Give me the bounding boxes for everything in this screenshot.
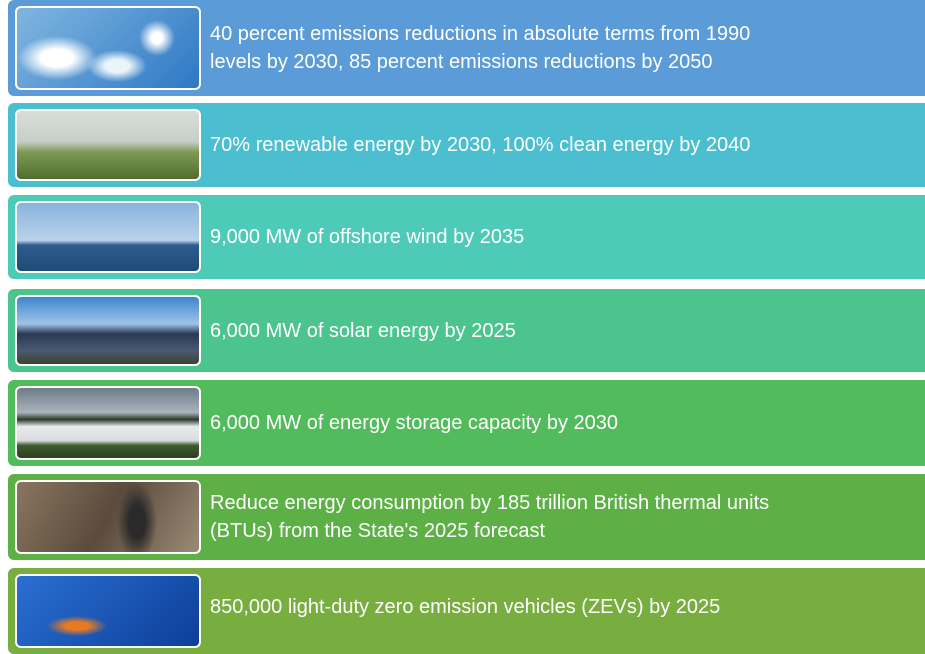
goal-text: 850,000 light-duty zero emission vehicle… — [210, 568, 720, 646]
goal-line: 6,000 MW of solar energy by 2025 — [210, 317, 516, 345]
goal-line: 9,000 MW of offshore wind by 2035 — [210, 223, 524, 251]
goal-text: 70% renewable energy by 2030, 100% clean… — [210, 103, 750, 187]
goal-text: 40 percent emissions reductions in absol… — [210, 0, 750, 96]
goal-row: 40 percent emissions reductions in absol… — [8, 0, 925, 96]
goal-row: 6,000 MW of solar energy by 2025 — [8, 289, 925, 372]
goal-line: 70% renewable energy by 2030, 100% clean… — [210, 131, 750, 159]
goal-text: 9,000 MW of offshore wind by 2035 — [210, 195, 524, 279]
goal-line: 40 percent emissions reductions in absol… — [210, 20, 750, 48]
goal-text: 6,000 MW of energy storage capacity by 2… — [210, 380, 618, 466]
goal-image — [15, 201, 201, 273]
goal-line: 850,000 light-duty zero emission vehicle… — [210, 593, 720, 621]
goal-row: Reduce energy consumption by 185 trillio… — [8, 474, 925, 560]
goal-row: 6,000 MW of energy storage capacity by 2… — [8, 380, 925, 466]
goal-image — [15, 574, 201, 648]
goal-row: 70% renewable energy by 2030, 100% clean… — [8, 103, 925, 187]
goal-line: (BTUs) from the State's 2025 forecast — [210, 517, 769, 545]
goal-row: 850,000 light-duty zero emission vehicle… — [8, 568, 925, 654]
goal-image — [15, 6, 201, 90]
page: 40 percent emissions reductions in absol… — [0, 0, 925, 646]
goal-line: 6,000 MW of energy storage capacity by 2… — [210, 409, 618, 437]
goal-image — [15, 295, 201, 366]
goal-line: Reduce energy consumption by 185 trillio… — [210, 489, 769, 517]
goal-text: 6,000 MW of solar energy by 2025 — [210, 289, 516, 372]
goal-image — [15, 480, 201, 554]
goal-text: Reduce energy consumption by 185 trillio… — [210, 474, 769, 560]
goal-row: 9,000 MW of offshore wind by 2035 — [8, 195, 925, 279]
goal-image — [15, 386, 201, 460]
goal-image — [15, 109, 201, 181]
goal-line: levels by 2030, 85 percent emissions red… — [210, 48, 750, 76]
